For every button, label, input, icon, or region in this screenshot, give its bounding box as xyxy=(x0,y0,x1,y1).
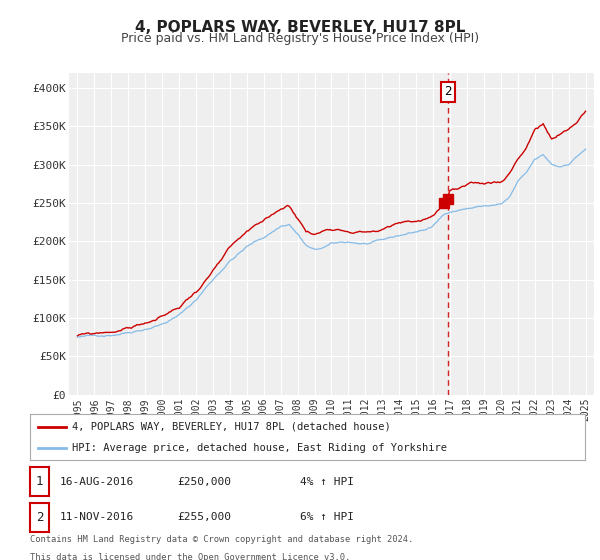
Text: £250,000: £250,000 xyxy=(177,477,231,487)
Text: 16-AUG-2016: 16-AUG-2016 xyxy=(60,477,134,487)
Text: £255,000: £255,000 xyxy=(177,512,231,522)
Text: This data is licensed under the Open Government Licence v3.0.: This data is licensed under the Open Gov… xyxy=(30,553,350,560)
Text: 1: 1 xyxy=(36,475,43,488)
Text: 6% ↑ HPI: 6% ↑ HPI xyxy=(300,512,354,522)
Text: HPI: Average price, detached house, East Riding of Yorkshire: HPI: Average price, detached house, East… xyxy=(71,443,446,453)
Text: 11-NOV-2016: 11-NOV-2016 xyxy=(60,512,134,522)
Text: Contains HM Land Registry data © Crown copyright and database right 2024.: Contains HM Land Registry data © Crown c… xyxy=(30,535,413,544)
Text: 4, POPLARS WAY, BEVERLEY, HU17 8PL: 4, POPLARS WAY, BEVERLEY, HU17 8PL xyxy=(135,20,465,35)
Text: 4, POPLARS WAY, BEVERLEY, HU17 8PL (detached house): 4, POPLARS WAY, BEVERLEY, HU17 8PL (deta… xyxy=(71,422,391,432)
Text: Price paid vs. HM Land Registry's House Price Index (HPI): Price paid vs. HM Land Registry's House … xyxy=(121,32,479,45)
Text: 4% ↑ HPI: 4% ↑ HPI xyxy=(300,477,354,487)
Text: 2: 2 xyxy=(36,511,43,524)
Text: 2: 2 xyxy=(444,86,452,99)
